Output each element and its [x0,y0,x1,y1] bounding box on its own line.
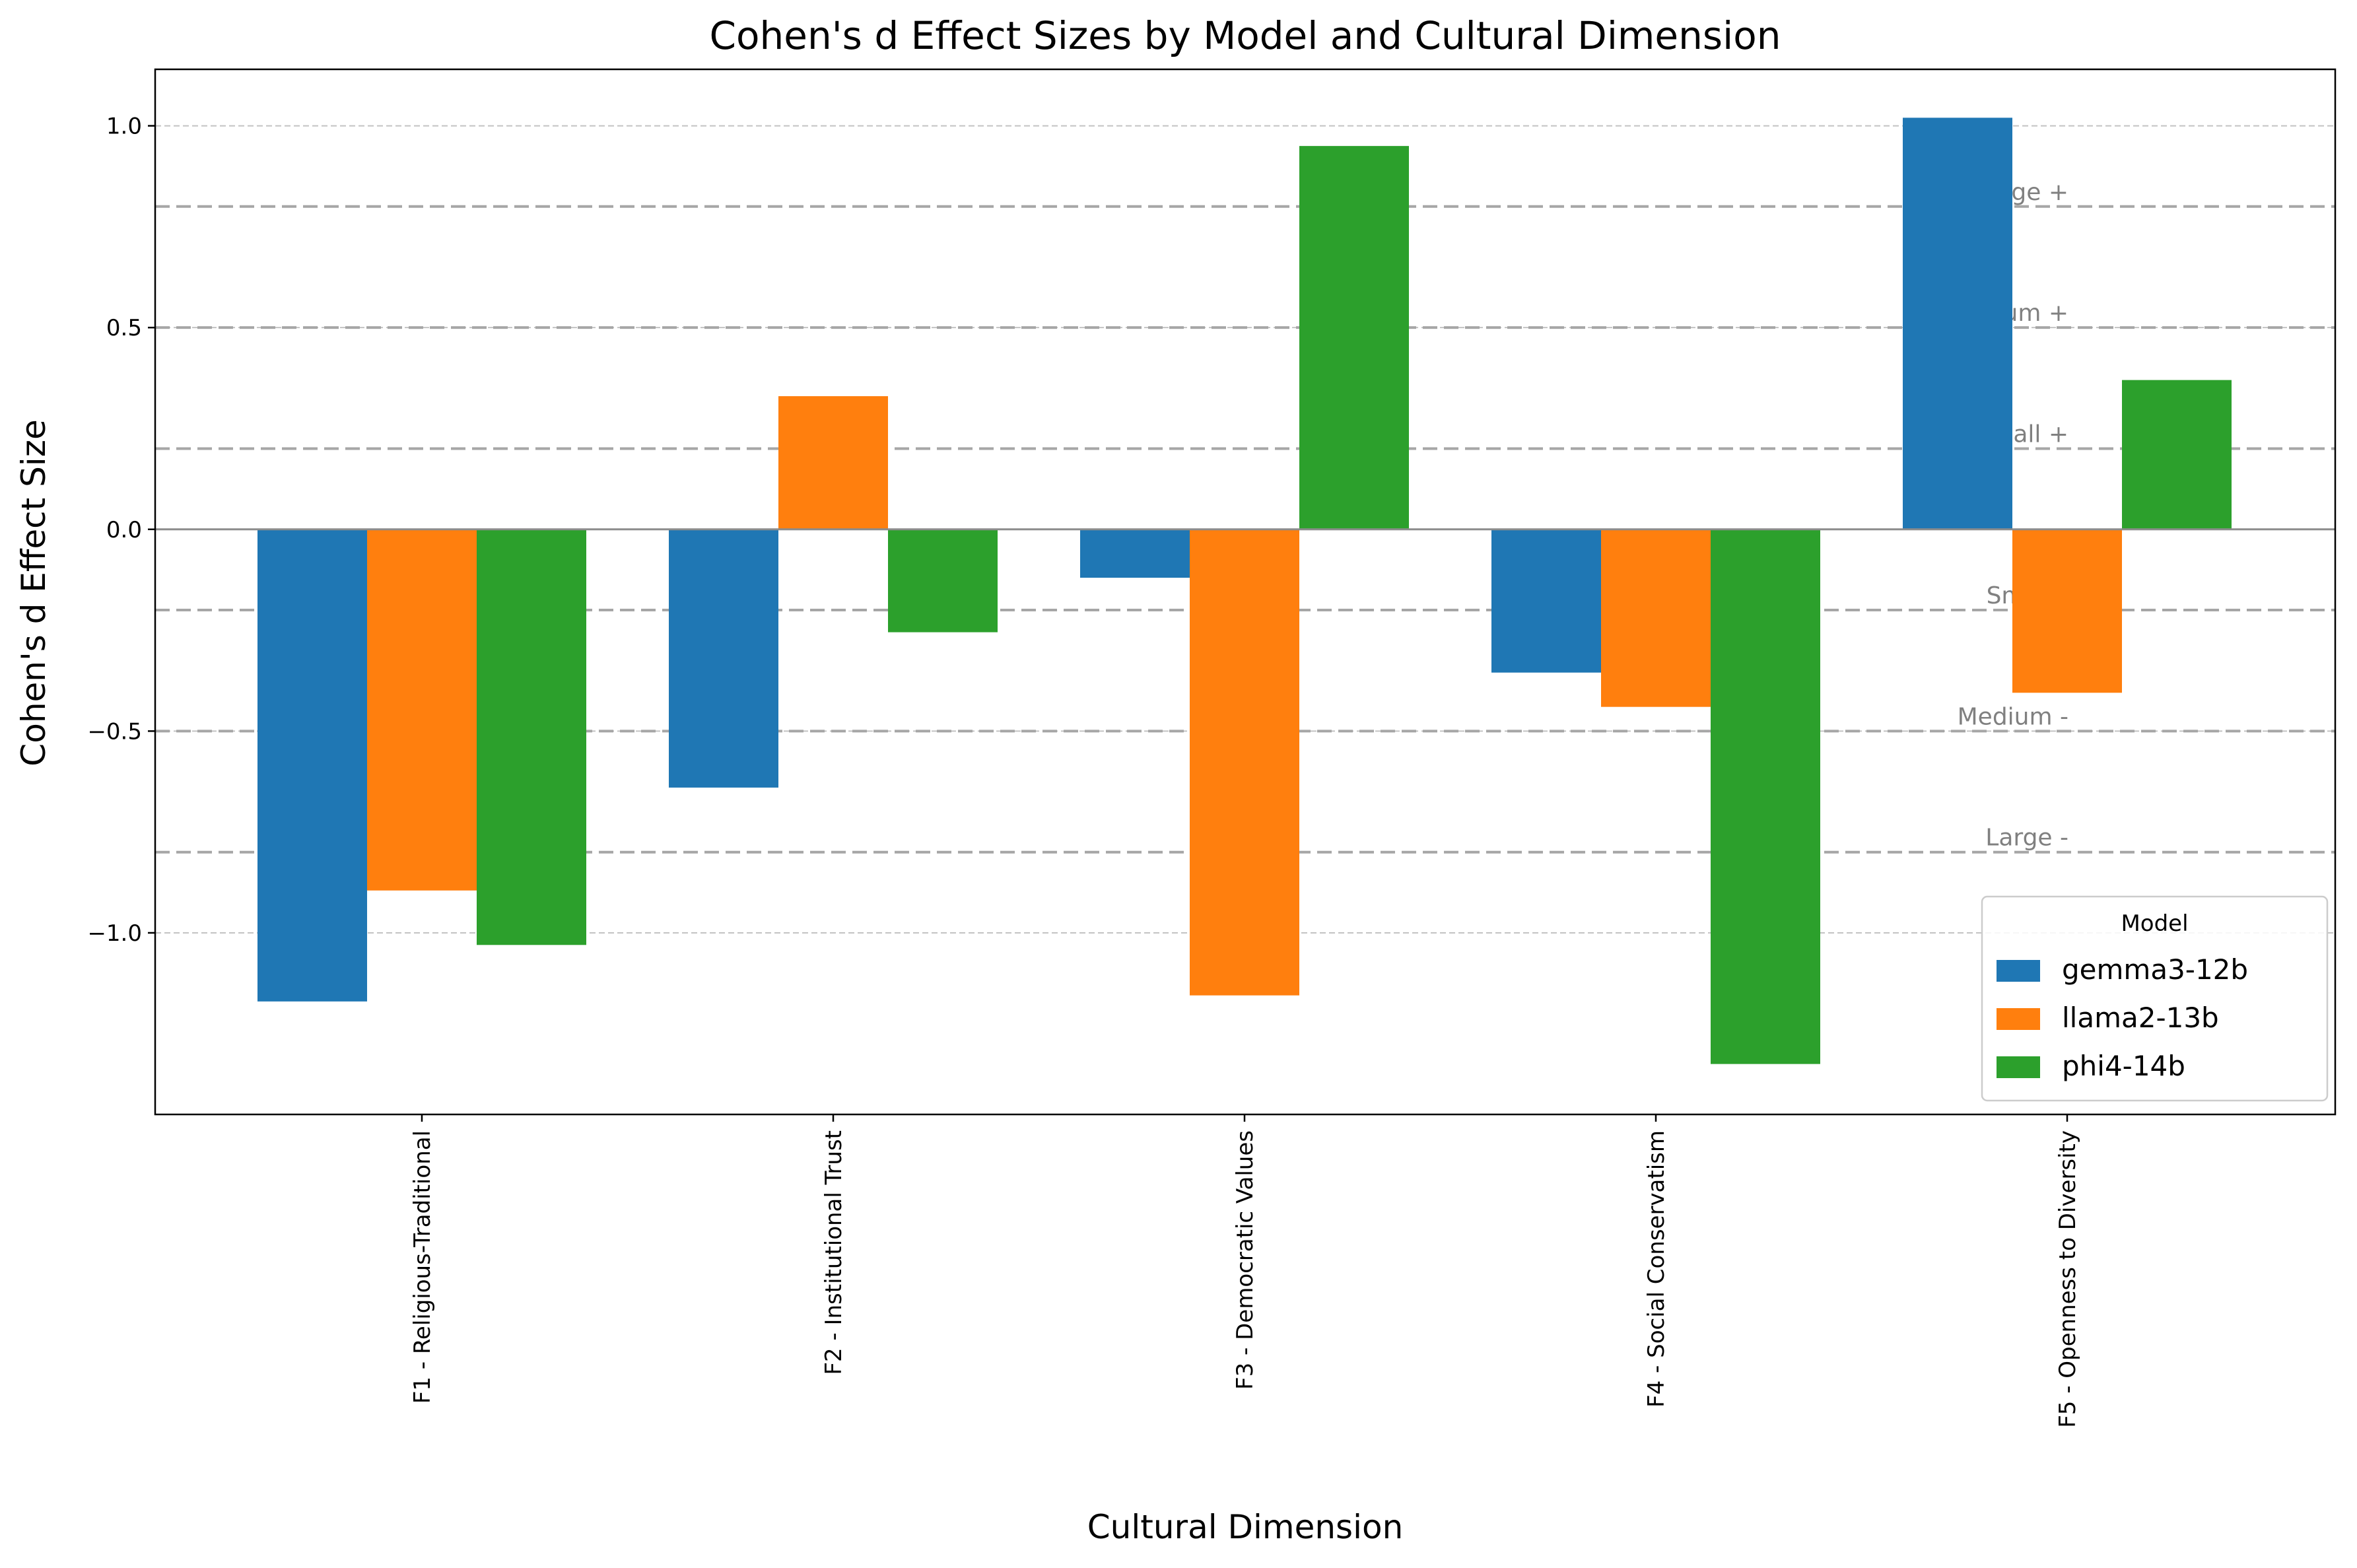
threshold-label: Large - [1985,825,2068,852]
y-tick-label: 0.5 [106,315,142,341]
bar [2122,380,2232,529]
bar [1711,529,1820,1064]
y-tick-label: −0.5 [87,718,142,745]
chart-title: Cohen's d Effect Sizes by Model and Cult… [710,13,1781,58]
x-tick-label: F4 - Social Conservatism [1643,1130,1670,1408]
legend-label: llama2-13b [2062,1002,2219,1034]
x-tick-label: F2 - Institutional Trust [821,1130,847,1375]
bars-layer [257,118,2232,1064]
legend-swatch [1997,1056,2040,1078]
x-tick-label: F3 - Democratic Values [1232,1130,1258,1390]
bar [1299,146,1409,529]
plot-frame [154,68,2337,1116]
x-axis: F1 - Religious-Traditional F2 - Instituti… [409,1114,2081,1428]
y-axis: 1.0 0.5 0.0 −0.5 −1.0 [87,114,155,947]
legend-label: phi4-14b [2062,1050,2185,1082]
bar [367,529,477,891]
bar [2012,529,2122,693]
threshold-label: Medium - [1958,703,2068,730]
legend-swatch [1997,1008,2040,1030]
legend-box [1981,895,2329,1102]
y-tick-label: 1.0 [106,114,142,140]
legend-label: gemma3-12b [2062,953,2248,986]
bar [257,529,367,1002]
bar [888,529,998,632]
bar [1903,118,2012,529]
y-axis-label: Cohen's d Effect Size [15,419,53,766]
bar [778,396,888,529]
legend: Model gemma3-12b llama2-13b phi4-14b [1981,895,2329,1102]
bar [1190,529,1299,996]
legend-title: Model [2121,910,2188,937]
y-tick-label: −1.0 [87,920,142,947]
bar [1491,529,1601,673]
bar [1601,529,1711,707]
y-tick-label: 0.0 [106,517,142,543]
x-tick-label: F1 - Religious-Traditional [409,1130,436,1404]
bar [477,529,586,945]
legend-swatch [1997,960,2040,982]
x-axis-label: Cultural Dimension [1087,1508,1404,1546]
bar [669,529,778,788]
bar [1080,529,1190,578]
x-tick-label: F5 - Openness to Diversity [2055,1130,2081,1428]
